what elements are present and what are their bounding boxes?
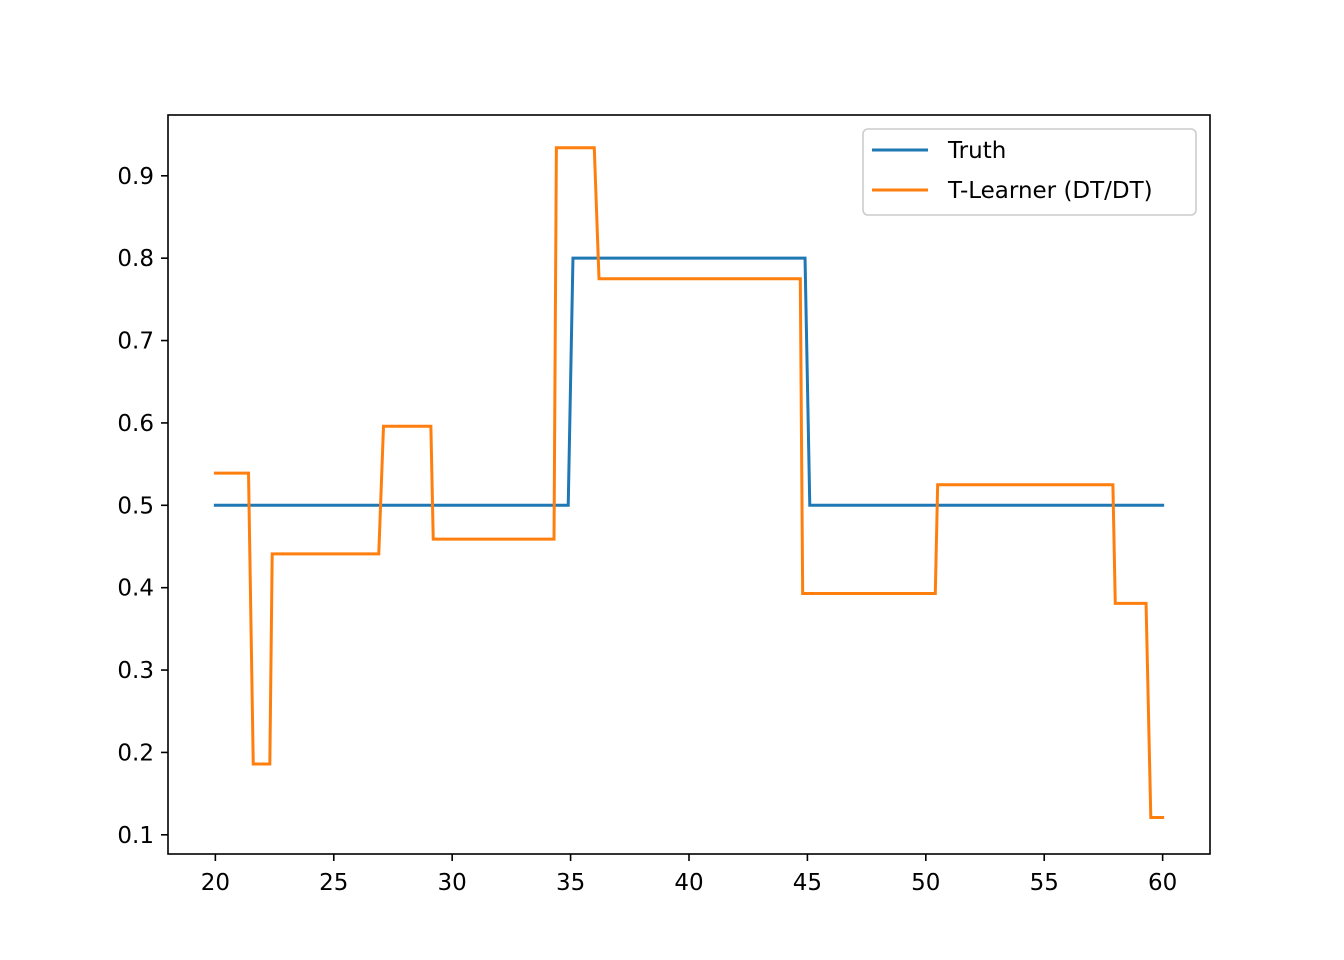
y-tick-label: 0.3 xyxy=(117,658,154,684)
x-axis: 20 25 30 35 40 45 50 55 60 xyxy=(201,854,1177,896)
y-tick-label: 0.2 xyxy=(117,740,154,766)
y-tick-label: 0.9 xyxy=(117,164,154,190)
plot-area xyxy=(167,114,1211,855)
legend: Truth T-Learner (DT/DT) xyxy=(862,128,1197,216)
x-tick-label: 50 xyxy=(911,870,940,896)
x-tick-label: 60 xyxy=(1148,870,1177,896)
x-tick-label: 55 xyxy=(1030,870,1059,896)
x-tick-label: 45 xyxy=(793,870,822,896)
x-tick-label: 25 xyxy=(319,870,348,896)
y-tick-label: 0.5 xyxy=(117,493,154,519)
x-tick-label: 30 xyxy=(438,870,467,896)
legend-label-truth: Truth xyxy=(947,138,1006,164)
series-line-truth xyxy=(213,256,1165,507)
series-line-t-learner xyxy=(213,146,1165,820)
y-tick-label: 0.7 xyxy=(117,329,154,355)
series-layer xyxy=(213,146,1165,820)
y-tick-label: 0.4 xyxy=(117,576,154,602)
x-tick-label: 35 xyxy=(556,870,585,896)
x-tick-label: 20 xyxy=(201,870,230,896)
x-tick-label: 40 xyxy=(674,870,703,896)
y-tick-label: 0.6 xyxy=(117,411,154,437)
y-axis: 0.1 0.2 0.3 0.4 0.5 0.6 0.7 0.8 0.9 xyxy=(117,164,168,849)
legend-frame xyxy=(862,128,1197,216)
legend-label-t-learner: T-Learner (DT/DT) xyxy=(947,178,1153,204)
y-tick-label: 0.1 xyxy=(117,823,154,849)
y-tick-label: 0.8 xyxy=(117,246,154,272)
